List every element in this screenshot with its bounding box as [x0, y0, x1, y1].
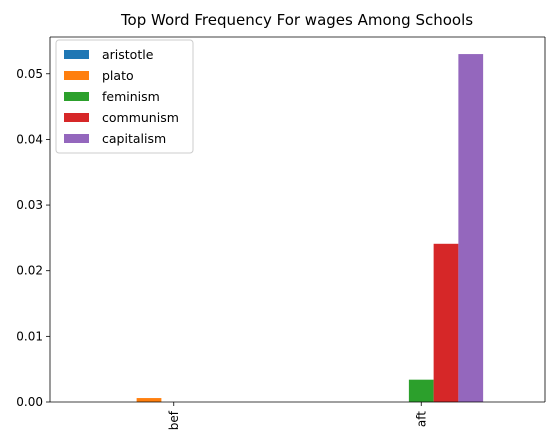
legend-swatch-communism [64, 113, 89, 122]
legend-swatch-capitalism [64, 134, 89, 143]
bars [136, 54, 484, 402]
y-tick-label: 0.04 [16, 132, 43, 146]
x-tick-label: aft [414, 411, 428, 427]
legend-swatch-feminism [64, 92, 89, 101]
bar-capitalism-aft [458, 54, 484, 402]
legend: aristotle plato feminism communism capitalis… [55, 39, 194, 154]
legend-swatch-aristotle [64, 50, 89, 59]
legend-label-communism: communism [102, 110, 179, 125]
legend-box [55, 39, 194, 154]
legend-label-capitalism: capitalism [102, 131, 166, 146]
legend-label-plato: plato [102, 68, 134, 83]
y-tick-label: 0.02 [16, 264, 43, 278]
axes: 0.00 0.01 0.02 0.03 0.04 0.05 bef aft [16, 36, 546, 430]
bar-plato-bef [136, 398, 162, 402]
legend-label-aristotle: aristotle [102, 47, 154, 62]
legend-swatch-plato [64, 71, 89, 80]
bar-feminism-aft [408, 379, 434, 402]
y-tick-label: 0.03 [16, 198, 43, 212]
y-tick-label: 0.00 [16, 395, 43, 409]
bar-communism-aft [433, 243, 459, 402]
chart-title: Top Word Frequency For wages Among Schoo… [120, 11, 473, 29]
y-tick-label: 0.05 [16, 67, 43, 81]
y-tick-label: 0.01 [16, 329, 43, 343]
legend-label-feminism: feminism [102, 89, 160, 104]
x-tick-label: bef [167, 410, 181, 430]
